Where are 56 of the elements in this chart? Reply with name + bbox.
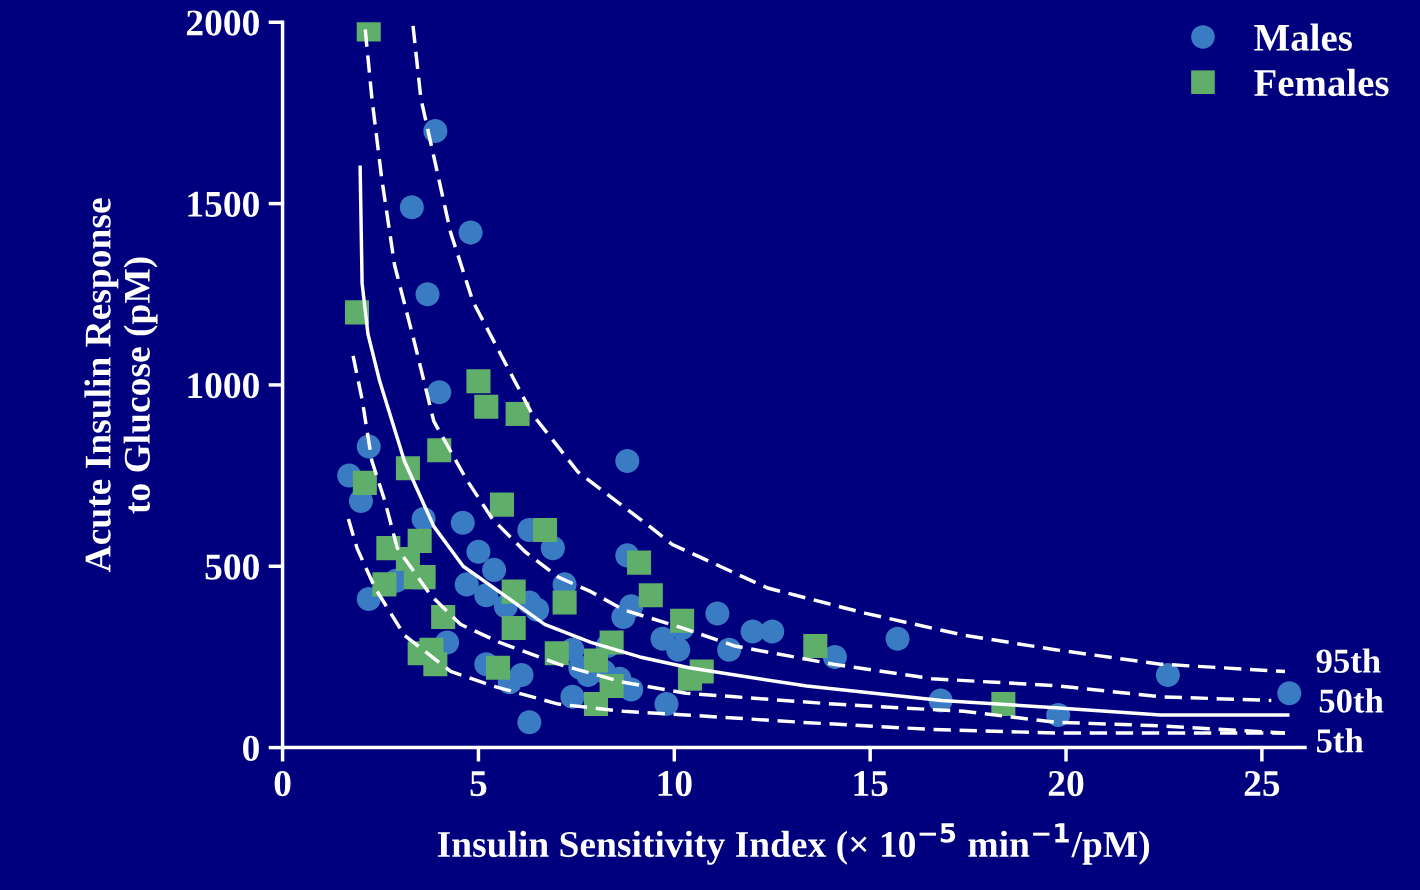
point xyxy=(427,438,452,463)
point xyxy=(474,394,499,419)
point xyxy=(552,590,577,615)
point xyxy=(501,615,526,640)
point xyxy=(431,605,456,630)
y-tick-label: 2000 xyxy=(186,10,259,36)
point xyxy=(654,692,679,717)
line-series xyxy=(358,165,1290,717)
point xyxy=(505,401,530,426)
point xyxy=(458,220,483,245)
point xyxy=(666,637,691,662)
point xyxy=(427,380,452,405)
point xyxy=(560,684,585,709)
point xyxy=(1155,663,1180,688)
y-tick-label: 1500 xyxy=(188,191,259,217)
x-tick-label: 25 xyxy=(1244,771,1280,797)
point xyxy=(583,648,608,673)
point xyxy=(486,655,511,680)
y-tick-label: 1000 xyxy=(188,373,259,399)
point xyxy=(411,565,436,590)
point xyxy=(466,369,491,394)
point xyxy=(627,550,652,575)
point xyxy=(533,517,558,543)
point xyxy=(489,492,514,517)
y-axis-title: Acute Insulin Response to Glucose (pM) xyxy=(84,198,158,573)
series-label: 95th xyxy=(1316,648,1381,673)
point xyxy=(482,557,507,582)
point xyxy=(466,539,491,564)
point xyxy=(615,449,640,474)
point xyxy=(760,619,785,644)
x-tick-label: 10 xyxy=(658,770,692,797)
legend-label: Females xyxy=(1254,68,1389,97)
x-tick-label: 0 xyxy=(274,770,291,797)
x-tick-label: 15 xyxy=(854,771,888,797)
point xyxy=(517,710,542,735)
point xyxy=(415,282,440,307)
y-tick-label: 500 xyxy=(205,554,259,580)
point xyxy=(372,572,397,597)
point xyxy=(885,626,910,651)
point xyxy=(352,470,377,495)
series-label: 5th xyxy=(1316,728,1364,753)
y-tick-label: 0 xyxy=(243,735,259,761)
series-label: 50th xyxy=(1319,688,1384,713)
point xyxy=(509,663,534,688)
point xyxy=(450,510,475,535)
point xyxy=(1277,681,1302,706)
x-axis-title: Insulin Sensitivity Index (× 10$^{−5}$ min$^{−1}$/pM) xyxy=(437,823,1150,865)
x-tick-label: 5 xyxy=(470,771,487,797)
point xyxy=(399,195,424,220)
point xyxy=(638,583,663,608)
point xyxy=(583,692,608,717)
x-tick-label: 20 xyxy=(1048,770,1084,797)
legend-label: Males xyxy=(1254,23,1352,51)
point xyxy=(803,634,828,659)
point xyxy=(454,572,479,597)
point xyxy=(705,601,730,626)
